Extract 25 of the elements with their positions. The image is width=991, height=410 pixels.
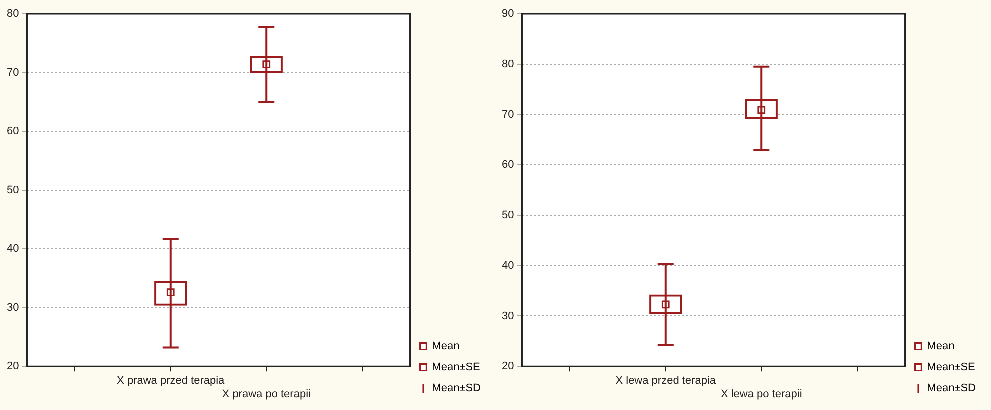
x-tick-label: X prawa przed terapia [117,375,226,388]
x-tick-label: X lewa po terapii [720,388,802,400]
legend-label: Mean [432,340,460,353]
y-tick-label: 80 [6,8,20,20]
y-tick-label: 90 [502,8,514,20]
legend-label: Mean±SD [432,382,482,395]
x-tick-label: X lewa przed terapia [616,375,717,388]
legend-label: Mean [927,340,955,353]
y-tick-label: 80 [502,58,514,70]
y-tick-label: 50 [6,184,20,196]
y-tick-label: 20 [502,360,514,373]
y-tick-label: 30 [6,302,20,314]
y-tick-label: 60 [502,159,514,172]
y-tick-label: 30 [502,310,514,322]
y-tick-label: 20 [6,360,20,373]
legend-label: Mean±SD [927,382,976,395]
y-tick-label: 60 [6,126,20,138]
y-tick-label: 40 [6,243,20,256]
y-tick-label: 70 [502,108,514,121]
legend-label: Mean±SE [927,362,976,374]
y-tick-label: 70 [6,66,20,79]
y-tick-label: 50 [502,210,514,222]
legend-label: Mean±SE [432,362,480,374]
x-tick-label: X prawa po terapii [222,388,311,400]
y-tick-label: 40 [502,260,514,272]
